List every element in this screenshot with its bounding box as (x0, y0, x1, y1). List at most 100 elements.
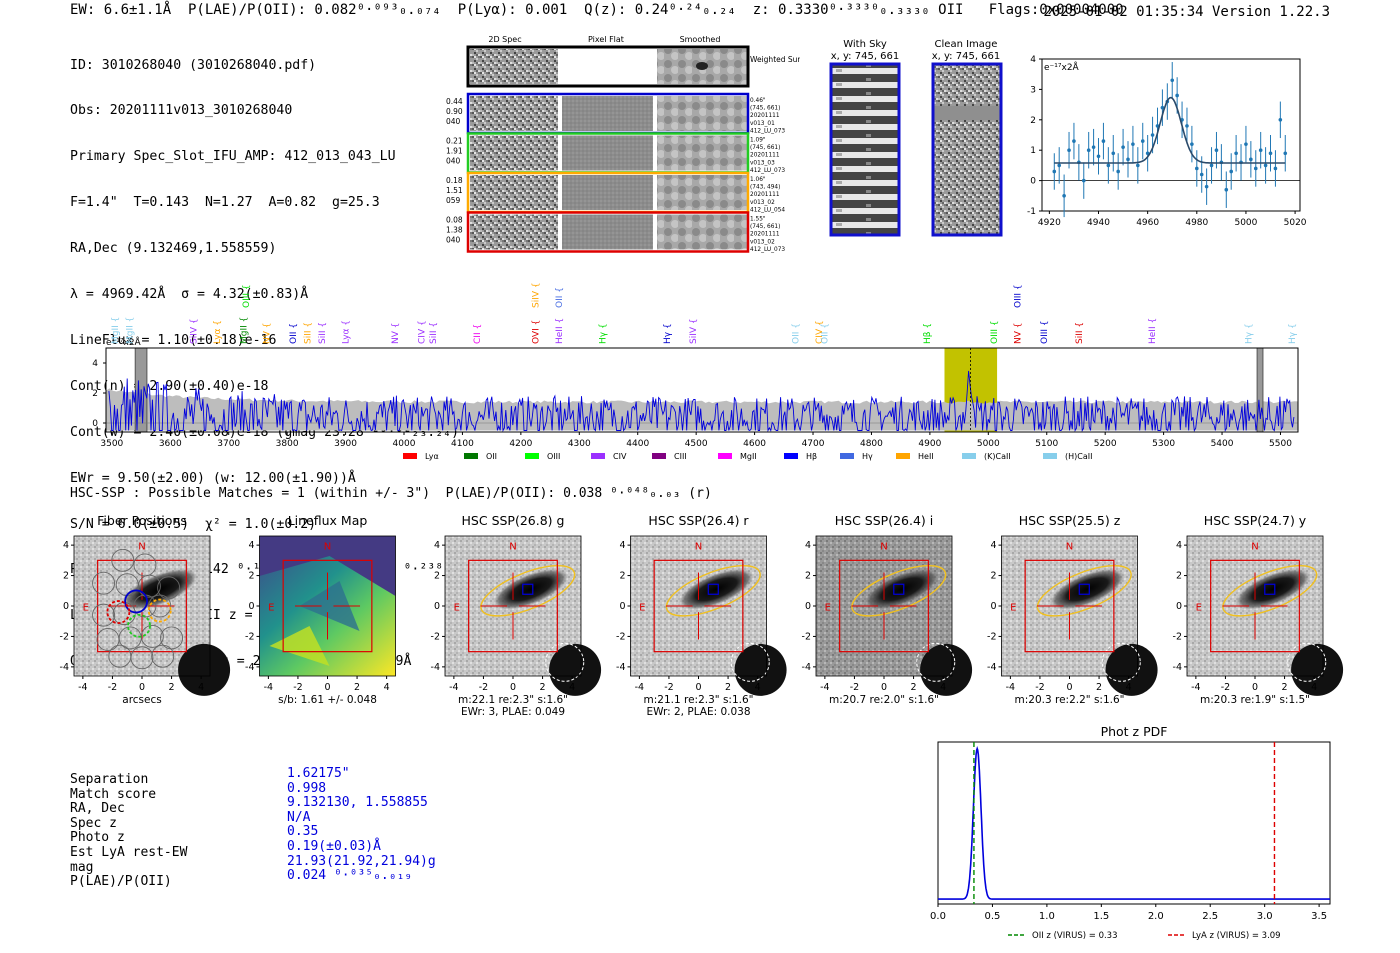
pdf-frame (937, 741, 1331, 905)
x-tick-label: 2.5 (1202, 911, 1218, 922)
y-tick-label: 0 (248, 601, 254, 612)
match-value: 1.62175" (287, 766, 350, 781)
line-id-marker: SiIV { (689, 318, 699, 344)
x-tick-label: 1.0 (1039, 911, 1055, 922)
north-label: N (695, 542, 702, 553)
cutout-row-stat: 040 (446, 236, 461, 245)
line-fit-chart: -1 0 1 2 3 4 4920 4940 4960 4980 5000 5020 e⁻¹⁷x2Å (1027, 55, 1307, 228)
cutout-pixel-flat (562, 96, 653, 131)
fiber-circle (140, 624, 164, 648)
panel-caption-secondary: EWr: 3, PLAE: 0.049 (461, 706, 565, 718)
line-id-marker: OII { (289, 323, 299, 344)
fit-plot-frame (1041, 58, 1301, 212)
line-id-marker: NV { (391, 323, 401, 344)
y-tick-label: -2 (1173, 631, 1182, 642)
x-tick-label: 5100 (1035, 439, 1058, 449)
cutout-row-meta: 1.06" (750, 177, 766, 183)
line-id-marker: SiII { (304, 322, 314, 344)
line-id-marker: SiIV { (532, 282, 542, 308)
fiber-circle (137, 574, 161, 598)
data-point (1244, 142, 1248, 146)
x-tick-label: 0 (881, 682, 887, 693)
panel-caption: m:20.7 re:2.0" s:1.6" (829, 694, 939, 706)
x-tick-label: 5020 (1284, 218, 1307, 228)
fiber-circle (111, 548, 135, 572)
x-tick-label: 4500 (685, 439, 708, 449)
panel-caption: s/b: 1.61 +/- 0.048 (278, 694, 377, 706)
north-label: N (880, 542, 887, 553)
y-tick-label: 4 (92, 359, 98, 369)
data-point (1204, 184, 1209, 189)
y-tick-label: 0 (63, 601, 69, 612)
east-label: E (639, 603, 645, 614)
data-point (1190, 142, 1194, 146)
cutout-row-stat: 0.21 (446, 137, 463, 146)
y-tick-label: 2 (92, 389, 98, 399)
data-point (1150, 133, 1155, 137)
data-point (1072, 139, 1076, 143)
x-tick-label: 4 (1311, 682, 1317, 693)
clean-image-coords: x, y: 745, 661 (932, 51, 1001, 62)
panel-caption: m:22.1 re:2.3" s:1.6" (458, 694, 568, 706)
x-tick-label: 5000 (977, 439, 1000, 449)
match-label: Match score (70, 786, 157, 802)
fiber-circle (92, 603, 116, 627)
info-line: Obs: 20201111v013_3010268040 (70, 103, 293, 119)
match-value: 0.998 (287, 780, 327, 796)
line-id-marker: Lyα { (213, 320, 223, 344)
summary-header: EW: 6.6±1.1Å P(LAE)/P(OII): 0.082⁰·⁰⁹³₀.… (70, 2, 1124, 18)
galaxy-blob (678, 568, 754, 610)
x-tick-label: 4 (384, 682, 390, 693)
hsc-image-panels: Fiber Positions N E -4 -4 -2 -2 0 0 2 2 4 4 arcsecs Li… (60, 513, 1344, 718)
error-envelope (106, 388, 1298, 431)
cutout-row-meta: 20201111 (750, 113, 780, 119)
east-label: E (1010, 603, 1016, 614)
galaxy-blob (864, 568, 940, 610)
data-point (1229, 169, 1233, 174)
line-id-marker: Lyα { (342, 320, 352, 344)
x-tick-label: 4940 (1087, 218, 1110, 228)
cutout-row-meta: (743, 494) (750, 185, 780, 191)
x-tick-label: 1.5 (1093, 911, 1109, 922)
match-value: 21.93(21.92,21.94)g (287, 853, 436, 869)
x-tick-label: 0 (1252, 682, 1258, 693)
match-value: 0.024 ⁰·⁰³⁵₀.₀₁₉ (287, 868, 413, 884)
x-tick-label: -4 (449, 682, 458, 693)
fiber-highlight-red (106, 600, 131, 624)
x-tick-label: 4800 (860, 439, 883, 449)
x-tick-label: 4 (198, 682, 204, 693)
panel-title: HSC SSP(26.4) r (648, 513, 749, 528)
cutout-2d-spec (470, 135, 558, 171)
spectrum-frame (105, 347, 1299, 433)
x-tick-label: 2 (725, 682, 731, 693)
cutout-row-meta: 1.09" (750, 138, 766, 144)
x-tick-label: 0 (1066, 682, 1072, 693)
fiber-circle (130, 646, 154, 670)
data-point (1067, 148, 1071, 152)
data-point (1086, 148, 1091, 152)
panel-title: HSC SSP(26.8) g (462, 513, 565, 528)
legend-swatch (896, 453, 910, 459)
x-tick-label: 3500 (100, 439, 123, 449)
x-tick-label: 5500 (1269, 439, 1292, 449)
masked-region (1256, 347, 1264, 433)
x-tick-label: -4 (1006, 682, 1015, 693)
data-point (1136, 163, 1140, 168)
y-tick-label: 0 (619, 601, 625, 612)
cutout-smoothed (657, 96, 747, 131)
data-point (1253, 166, 1258, 171)
y-tick-label: -4 (616, 662, 625, 673)
info-line: S/N = 6.0(±0.5) χ² = 1.0(±0.2) (70, 516, 317, 532)
search-box (839, 559, 929, 653)
lineflux-feature (269, 626, 330, 666)
y-tick-label: -1 (1027, 207, 1036, 217)
x-tick-label: -2 (1035, 682, 1044, 693)
y-tick-label: -4 (431, 662, 440, 673)
data-point (1111, 151, 1116, 156)
cutout-row-stat: 1.51 (446, 186, 463, 195)
bright-star (734, 643, 787, 696)
legend-label: CIV (613, 452, 627, 461)
galaxy-blob (493, 568, 569, 610)
line-id-marker: OIII { (1040, 320, 1050, 344)
